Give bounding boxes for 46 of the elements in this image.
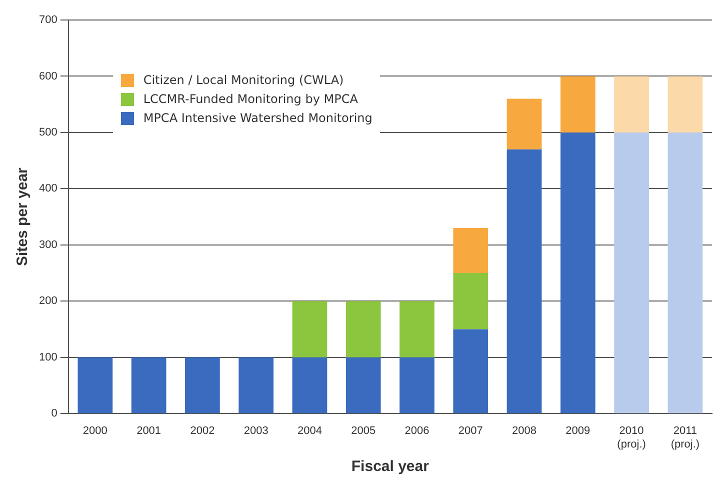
x-tick-label: 2008 [512, 425, 537, 438]
y-tick-label: 0 [51, 408, 58, 420]
x-tick-label: 2005 [351, 425, 376, 438]
bar [185, 357, 220, 414]
y-tick-label: 400 [38, 182, 58, 195]
x-axis-title: Fiscal year [351, 458, 430, 476]
bar [614, 76, 649, 132]
bar [560, 76, 596, 132]
bar [292, 357, 328, 414]
x-tick-label: 2001 [136, 425, 162, 438]
legend-label: LCCMR-Funded Monitoring by MPCA [143, 92, 358, 106]
y-tick-label: 100 [38, 351, 58, 364]
bar [238, 357, 274, 414]
bar [453, 228, 488, 274]
y-tick-label: 700 [38, 14, 58, 26]
x-tick-label: 2006 [404, 425, 430, 438]
legend-label: Citizen / Local Monitoring (CWLA) [143, 73, 344, 88]
bar [506, 149, 542, 414]
bar [131, 357, 166, 414]
y-tick-label: 600 [38, 70, 58, 82]
bar [78, 357, 113, 414]
bar [506, 98, 542, 150]
bar [453, 273, 488, 330]
x-tick-label: 2000 [82, 425, 108, 438]
bar [560, 132, 596, 414]
x-tick-label: 2003 [244, 425, 268, 438]
y-tick-label: 300 [38, 238, 58, 251]
bar [614, 132, 649, 414]
x-tick-label: 2009 [566, 425, 590, 438]
bar [668, 132, 703, 414]
bar [668, 76, 703, 132]
bar [292, 301, 328, 358]
bar [400, 301, 434, 358]
legend-label: MPCA Intensive Watershed Monitoring [143, 111, 372, 126]
x-tick-label: 2004 [297, 425, 322, 438]
x-tick-label: 2002 [190, 425, 215, 438]
bar [346, 301, 381, 358]
y-tick-label: 200 [38, 295, 58, 308]
x-tick-label: 2007 [458, 425, 483, 438]
y-tick-label: 500 [38, 126, 58, 138]
bar [346, 357, 381, 414]
bar [400, 357, 434, 414]
x-tick-label: 2010 (proj.) [617, 425, 646, 450]
bar [453, 329, 488, 414]
x-tick-label: 2011 (proj.) [670, 425, 700, 450]
y-axis-title: Sites per year [14, 167, 32, 266]
